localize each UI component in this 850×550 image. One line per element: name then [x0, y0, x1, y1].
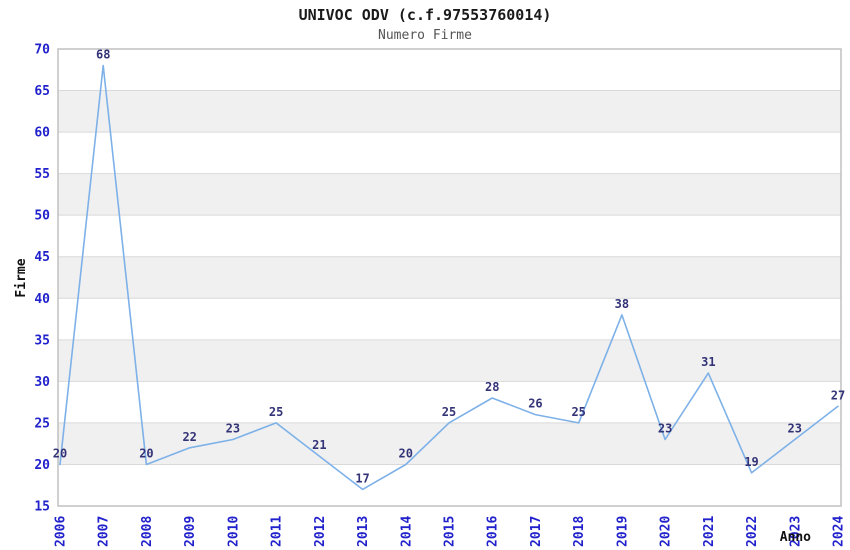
y-tick-label: 20: [34, 458, 50, 473]
data-point-label: 21: [312, 438, 326, 452]
chart-title: UNIVOC ODV (c.f.97553760014): [298, 6, 552, 24]
data-point-label: 19: [744, 455, 758, 469]
y-tick-label: 15: [34, 500, 50, 515]
x-tick-label: 2013: [356, 516, 371, 547]
x-tick-label: 2015: [443, 516, 458, 547]
y-tick-label: 35: [34, 333, 50, 348]
x-tick-label: 2008: [140, 516, 155, 547]
data-point-label: 23: [226, 422, 240, 436]
x-tick-label: 2018: [572, 516, 587, 547]
x-tick-label: 2010: [226, 516, 241, 547]
plot-border: [57, 48, 842, 507]
data-point-label: 38: [615, 297, 629, 311]
x-tick-label: 2009: [183, 516, 198, 547]
x-tick-label: 2011: [270, 516, 285, 547]
data-line: [59, 64, 839, 491]
y-tick-label: 30: [34, 375, 50, 390]
data-point-label: 27: [831, 388, 845, 402]
x-tick-label: 2024: [832, 516, 847, 547]
y-axis-title: Firme: [14, 258, 29, 297]
x-tick-label: 2017: [529, 516, 544, 547]
x-tick-label: 2014: [399, 516, 414, 547]
data-point-label: 26: [528, 397, 542, 411]
x-tick-label: 2016: [486, 516, 501, 547]
y-tick-label: 25: [34, 416, 50, 431]
data-point-label: 23: [788, 422, 802, 436]
y-tick-label: 70: [34, 43, 50, 58]
data-point-label: 20: [53, 446, 67, 460]
data-point-label: 25: [571, 405, 585, 419]
x-tick-label: 2007: [97, 516, 112, 547]
y-tick-label: 45: [34, 250, 50, 265]
x-tick-label: 2019: [615, 516, 630, 547]
y-tick-label: 65: [34, 84, 50, 99]
shade-band: [58, 90, 841, 133]
data-point-label: 17: [355, 471, 369, 485]
x-tick-label: 2023: [788, 516, 803, 547]
shade-band: [58, 256, 841, 299]
y-tick-label: 40: [34, 292, 50, 307]
x-tick-label: 2021: [702, 516, 717, 547]
shade-band: [58, 422, 841, 465]
shade-band: [58, 173, 841, 216]
y-tick-label: 60: [34, 126, 50, 141]
data-point-label: 28: [485, 380, 499, 394]
data-point-label: 20: [139, 446, 153, 460]
data-point-label: 23: [658, 422, 672, 436]
x-axis-title: Anno: [780, 530, 811, 545]
y-tick-label: 50: [34, 209, 50, 224]
data-point-label: 22: [182, 430, 196, 444]
chart-subtitle: Numero Firme: [378, 28, 472, 43]
data-point-label: 25: [269, 405, 283, 419]
x-tick-label: 2022: [745, 516, 760, 547]
x-tick-label: 2006: [54, 516, 69, 547]
x-tick-label: 2020: [659, 516, 674, 547]
data-point-label: 20: [399, 446, 413, 460]
y-tick-label: 55: [34, 167, 50, 182]
data-point-label: 68: [96, 48, 110, 62]
data-point-label: 31: [701, 355, 715, 369]
shade-band: [58, 339, 841, 382]
x-tick-label: 2012: [313, 516, 328, 547]
data-point-label: 25: [442, 405, 456, 419]
